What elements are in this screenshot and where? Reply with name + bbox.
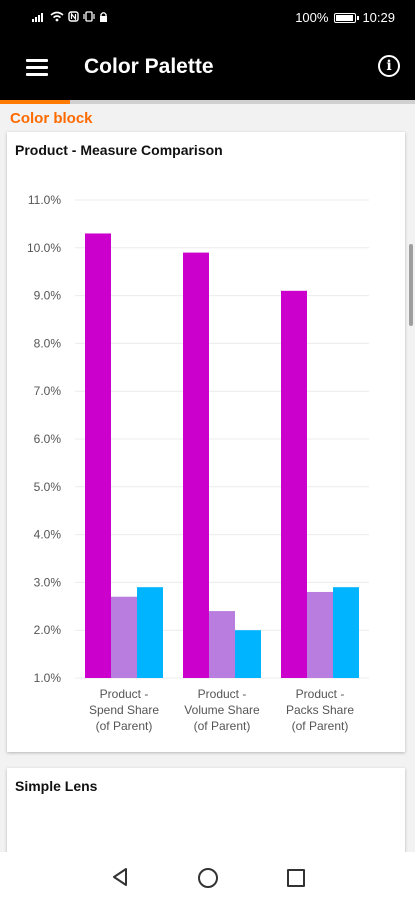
- app-title: Color Palette: [84, 55, 214, 78]
- system-nav-bar: [0, 852, 415, 900]
- wifi-icon: [50, 11, 64, 22]
- x-tick-label: Product -: [296, 687, 345, 701]
- recent-apps-square-icon[interactable]: [287, 869, 305, 887]
- y-tick-label: 5.0%: [34, 480, 62, 494]
- bar: [209, 611, 235, 678]
- info-circle-icon[interactable]: i: [378, 55, 400, 77]
- status-right: 100% 10:29: [295, 10, 395, 25]
- vibrate-icon: [83, 11, 95, 22]
- x-tick-label: (of Parent): [96, 719, 153, 733]
- app-bar: Color Palette i: [0, 36, 415, 100]
- x-tick-label: Product -: [100, 687, 149, 701]
- y-tick-label: 6.0%: [34, 432, 62, 446]
- nfc-icon: [68, 11, 79, 22]
- x-tick-label: Spend Share: [89, 703, 159, 717]
- y-tick-label: 4.0%: [34, 528, 62, 542]
- simple-lens-card[interactable]: Simple Lens: [7, 768, 405, 858]
- lock-icon: [100, 12, 107, 22]
- x-tick-label: Volume Share: [184, 703, 260, 717]
- bar: [183, 252, 209, 678]
- home-circle-icon[interactable]: [198, 868, 218, 888]
- back-triangle-icon[interactable]: [112, 868, 128, 886]
- status-bar: 100% 10:29: [0, 0, 415, 36]
- tab-indicator: [0, 100, 70, 104]
- section-label: Color block: [10, 110, 93, 127]
- signal-icon: [32, 13, 43, 22]
- bar-chart: 1.0% 2.0% 3.0% 4.0% 5.0% 6.0% 7.0% 8.0% 9.0% 10.0…: [27, 193, 369, 733]
- status-icons: [32, 11, 108, 22]
- simple-lens-title: Simple Lens: [15, 778, 98, 794]
- bar: [235, 630, 261, 678]
- battery-icon: [334, 12, 360, 23]
- y-tick-label: 9.0%: [34, 289, 62, 303]
- x-tick-label: (of Parent): [292, 719, 349, 733]
- x-tick-label: Product -: [198, 687, 247, 701]
- battery-percent: 100%: [295, 10, 329, 25]
- battery-fill: [336, 14, 354, 21]
- x-tick-label: Packs Share: [286, 703, 354, 717]
- y-tick-label: 2.0%: [34, 623, 62, 637]
- y-tick-label: 10.0%: [27, 241, 61, 255]
- bar: [137, 587, 163, 678]
- chart-card-title: Product - Measure Comparison: [15, 142, 223, 158]
- y-tick-label: 11.0%: [28, 193, 61, 207]
- scrollbar[interactable]: [409, 244, 413, 326]
- y-tick-label: 8.0%: [34, 336, 62, 350]
- y-tick-label: 7.0%: [34, 384, 62, 398]
- tab-strip: [0, 100, 415, 104]
- bar: [307, 591, 333, 678]
- x-tick-label: (of Parent): [194, 719, 251, 733]
- chart-card[interactable]: Product - Measure Comparison 1.0% 2.0% 3.0…: [7, 132, 405, 752]
- y-tick-label: 3.0%: [34, 575, 62, 589]
- bar: [281, 290, 307, 678]
- bar: [333, 587, 359, 678]
- bar: [85, 233, 111, 678]
- hamburger-menu-icon[interactable]: [26, 59, 48, 77]
- clock: 10:29: [362, 10, 395, 25]
- y-tick-label: 1.0%: [34, 671, 62, 685]
- bar: [111, 596, 137, 678]
